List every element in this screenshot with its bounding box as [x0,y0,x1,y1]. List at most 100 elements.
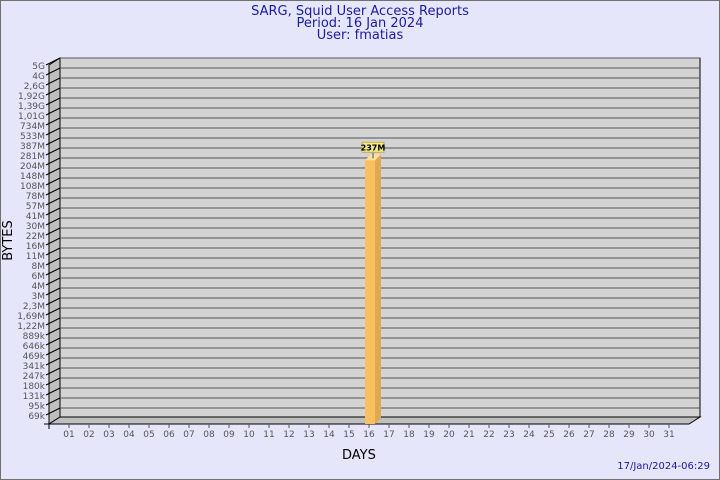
y-tick [45,127,61,136]
x-tick-label: 18 [403,430,415,440]
y-tick-label: 22M [26,232,45,242]
y-tick-label: 1,39G [18,102,45,112]
x-tick-label: 14 [323,430,335,440]
x-tick-label: 13 [303,430,314,440]
y-tick [45,327,61,336]
x-tick-label: 11 [263,430,274,440]
y-tick-label: 180k [23,382,46,392]
y-tick-label: 204M [20,162,45,172]
x-tick-label: 02 [83,430,94,440]
y-tick [45,187,61,196]
y-tick-label: 4M [32,282,46,292]
y-tick [45,337,61,346]
y-tick [45,227,61,236]
x-tick-label: 21 [463,430,474,440]
x-tick-label: 30 [643,430,655,440]
y-tick-label: 57M [26,202,45,212]
y-tick [45,277,61,286]
y-tick [45,387,61,396]
bar-label-box [361,141,385,153]
x-tick-label: 19 [423,430,435,440]
x-tick-label: 04 [123,430,135,440]
y-tick [45,317,61,326]
chart-period: Period: 16 Jan 2024 [296,16,424,31]
x-tick-label: 15 [343,430,354,440]
x-axis-label: DAYS [342,448,376,463]
chart-user: User: fmatias [316,28,404,43]
x-tick-label: 23 [503,430,514,440]
y-tick-label: 108M [20,182,45,192]
y-tick [45,307,61,316]
y-tick [45,347,61,356]
y-tick-label: 5G [32,62,45,72]
y-tick-label: 247k [23,372,46,382]
x-tick-label: 25 [543,430,554,440]
y-tick [45,297,61,306]
y-tick [45,217,61,226]
y-tick [45,177,61,186]
y-tick-label: 41M [26,212,45,222]
x-tick-label: 26 [563,430,575,440]
x-tick-label: 22 [483,430,494,440]
x-tick-label: 03 [103,430,114,440]
x-tick-label: 09 [223,430,235,440]
y-tick-label: 281M [20,152,45,162]
y-tick [45,77,61,86]
y-tick [45,397,61,406]
x-tick-label: 05 [143,430,154,440]
y-tick-label: 2,3M [23,302,45,312]
y-tick [45,117,61,126]
y-axis-label: BYTES [0,220,16,261]
x-tick-label: 31 [663,430,674,440]
y-tick [45,287,61,296]
y-tick [45,267,61,276]
y-tick [45,157,61,166]
bar-side [375,154,381,424]
x-tick-label: 24 [523,430,535,440]
y-tick-label: 734M [20,122,45,132]
y-tick-label: 1,22M [17,322,45,332]
x-tick-label: 08 [203,430,215,440]
y-tick [45,377,61,386]
y-tick-label: 131k [23,392,46,402]
y-tick [45,67,61,76]
y-tick-label: 78M [26,192,45,202]
y-tick-label: 646k [23,342,46,352]
y-tick-label: 533M [20,132,45,142]
y-tick-label: 16M [26,242,45,252]
bar-value-label: 237M [361,143,386,152]
y-tick-label: 6M [32,272,46,282]
y-tick [45,167,61,176]
x-tick-label: 07 [183,430,194,440]
timestamp: 17/Jan/2024-06:29 [617,461,710,472]
y-tick-label: 889k [23,332,46,342]
y-tick [45,137,61,146]
y-tick [45,357,61,366]
y-tick-label: 11M [26,252,45,262]
y-tick [45,237,61,246]
x-tick-label: 17 [383,430,394,440]
y-tick [45,207,61,216]
y-tick [45,257,61,266]
x-tick-label: 10 [243,430,255,440]
x-tick-label: 27 [583,430,594,440]
x-tick-label: 06 [163,430,175,440]
y-tick-label: 387M [20,142,45,152]
y-tick [45,247,61,256]
y-tick-label: 148M [20,172,45,182]
y-tick-label: 1,92G [18,92,45,102]
x-tick-label: 29 [623,430,635,440]
y-tick-label: 1,01G [18,112,45,122]
y-tick [45,87,61,96]
bar-16: 237M [361,141,386,424]
y-tick [45,97,61,106]
y-tick [45,367,61,376]
y-tick [45,107,61,116]
x-tick-label: 01 [63,430,74,440]
x-tick-label: 16 [363,430,375,440]
y-tick-label: 4G [32,72,45,82]
x-tick-label: 12 [283,430,294,440]
y-tick [45,197,61,206]
y-tick [45,57,61,66]
